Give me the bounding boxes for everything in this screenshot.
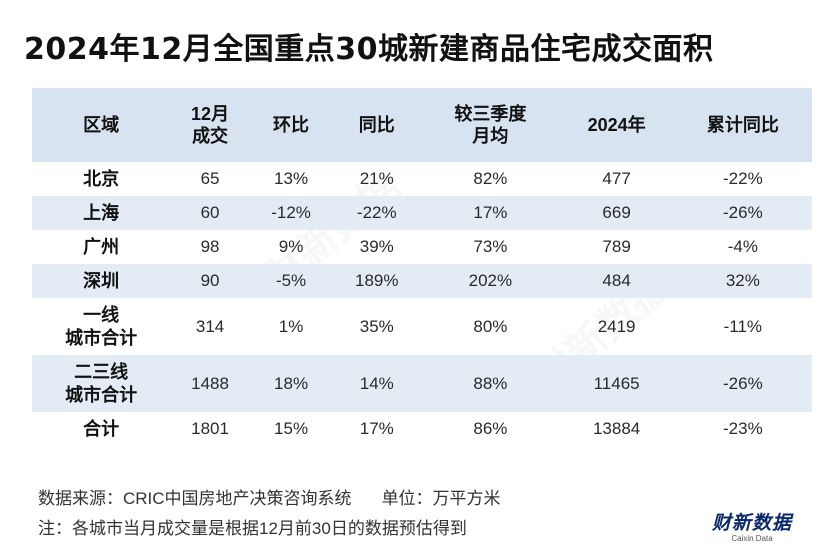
table-row: 上海 60 -12% -22% 17% 669 -26% [32, 196, 812, 230]
value-cell: 60 [170, 196, 250, 230]
column-header-text: 累计同比 [706, 114, 779, 135]
region-label: 广州 [83, 236, 120, 257]
value-cell: 189% [332, 264, 422, 298]
value-cell: 789 [602, 237, 631, 256]
logo-subtitle: Caixin Data [731, 534, 773, 543]
table-body: 北京 65 13% 21% 82% 477 -22% 上海 60 -12% -22% 17% 669 -2… [32, 162, 812, 446]
value-cell: 21% [359, 169, 394, 188]
table-row: 广州 98 9% 39% 73% 789 -4% [32, 230, 812, 264]
region-label: 合计 [83, 418, 120, 439]
data-table: 区域 12月 成交 环比 同比 较三季度 月均 2024年 累计同比 北京 65 13% 21% 82%… [32, 88, 812, 446]
column-header-text: 较三季度 [454, 103, 527, 124]
value-cell: -12% [249, 196, 333, 230]
value-cell: 32% [673, 264, 812, 298]
value-cell: 13% [274, 169, 309, 188]
value-cell: 88% [421, 355, 560, 412]
value-cell: 1488 [170, 355, 250, 412]
region-label: 深圳 [83, 270, 120, 291]
region-label: 城市合计 [65, 327, 138, 348]
value-cell: -11% [723, 316, 763, 336]
data-source: 数据来源：CRIC中国房地产决策咨询系统 单位：万平方米 [38, 484, 501, 509]
column-header-text: 环比 [273, 114, 310, 135]
value-cell: -22% [723, 169, 763, 188]
region-cell: 上海 [32, 196, 171, 230]
region-label: 二三线 [74, 362, 129, 382]
logo-mark: 财新数据 [711, 513, 792, 534]
region-cell: 合计 [32, 412, 170, 446]
value-cell: -23% [723, 419, 763, 438]
value-cell: -22% [332, 196, 422, 230]
value-cell: 80% [473, 316, 508, 336]
column-header: 同比 [332, 88, 422, 162]
region-cell: 一线 城市合计 [32, 298, 170, 355]
value-cell: 314 [195, 316, 225, 336]
value-cell: -26% [673, 196, 812, 230]
table-row: 二三线 城市合计 1488 18% 14% 88% 11465 -26% [32, 355, 812, 412]
table-row: 北京 65 13% 21% 82% 477 -22% [32, 162, 812, 196]
value-cell: 1801 [191, 419, 229, 438]
value-cell: -4% [727, 237, 758, 256]
column-header-text: 同比 [358, 114, 395, 135]
value-cell: 11465 [559, 355, 674, 412]
value-cell: 669 [559, 196, 674, 230]
value-cell: 82% [473, 169, 508, 188]
value-cell: 86% [473, 419, 508, 438]
column-header: 2024年 [559, 88, 674, 162]
value-cell: 484 [559, 264, 674, 298]
value-cell: 17% [359, 419, 394, 438]
footnote: 注：各城市当月成交量是根据12月前30日的数据预估得到 [38, 519, 467, 538]
value-cell: 18% [249, 355, 333, 412]
column-header-text: 月均 [472, 126, 509, 146]
column-header-text: 2024年 [587, 114, 646, 135]
region-cell: 北京 [32, 162, 170, 196]
value-cell: 39% [359, 237, 394, 256]
value-cell: 1% [278, 316, 304, 336]
value-cell: 15% [274, 419, 309, 438]
value-cell: 65 [200, 169, 220, 188]
page-title: 2024年12月全国重点30城新建商品住宅成交面积 [24, 32, 714, 67]
region-label: 北京 [83, 168, 120, 189]
caixin-data-logo: 财新数据 Caixin Data [706, 508, 798, 543]
value-cell: 35% [359, 316, 394, 336]
value-cell: -26% [673, 355, 812, 412]
column-header: 区域 [32, 88, 171, 162]
region-cell: 深圳 [32, 264, 171, 298]
region-cell: 二三线 城市合计 [32, 355, 171, 412]
value-cell: 2419 [597, 316, 636, 336]
value-cell: 98 [200, 237, 220, 256]
value-cell: 477 [602, 169, 631, 188]
value-cell: 17% [421, 196, 560, 230]
region-cell: 广州 [32, 230, 170, 264]
table-row: 合计 1801 15% 17% 86% 13884 -23% [32, 412, 812, 446]
column-header: 12月 成交 [170, 88, 250, 162]
value-cell: 202% [421, 264, 560, 298]
source-text: 数据来源：CRIC中国房地产决策咨询系统 [38, 489, 352, 508]
region-label: 一线 [83, 305, 120, 325]
region-label: 城市合计 [65, 384, 138, 405]
column-header: 累计同比 [673, 88, 812, 162]
column-header-text: 12月 [191, 103, 230, 124]
value-cell: 73% [473, 237, 508, 256]
value-cell: 90 [170, 264, 250, 298]
region-label: 上海 [83, 202, 120, 223]
column-header: 环比 [249, 88, 333, 162]
value-cell: 13884 [592, 419, 641, 438]
column-header: 较三季度 月均 [421, 88, 560, 162]
value-cell: 14% [332, 355, 422, 412]
unit-text: 单位：万平方米 [381, 489, 501, 508]
value-cell: -5% [249, 264, 333, 298]
column-header-text: 成交 [192, 126, 229, 146]
table-header-row: 区域 12月 成交 环比 同比 较三季度 月均 2024年 累计同比 [32, 88, 812, 162]
value-cell: 9% [278, 237, 304, 256]
column-header-text: 区域 [83, 114, 120, 135]
table-row: 一线 城市合计 314 1% 35% 80% 2419 -11% [32, 298, 812, 355]
table-row: 深圳 90 -5% 189% 202% 484 32% [32, 264, 812, 298]
